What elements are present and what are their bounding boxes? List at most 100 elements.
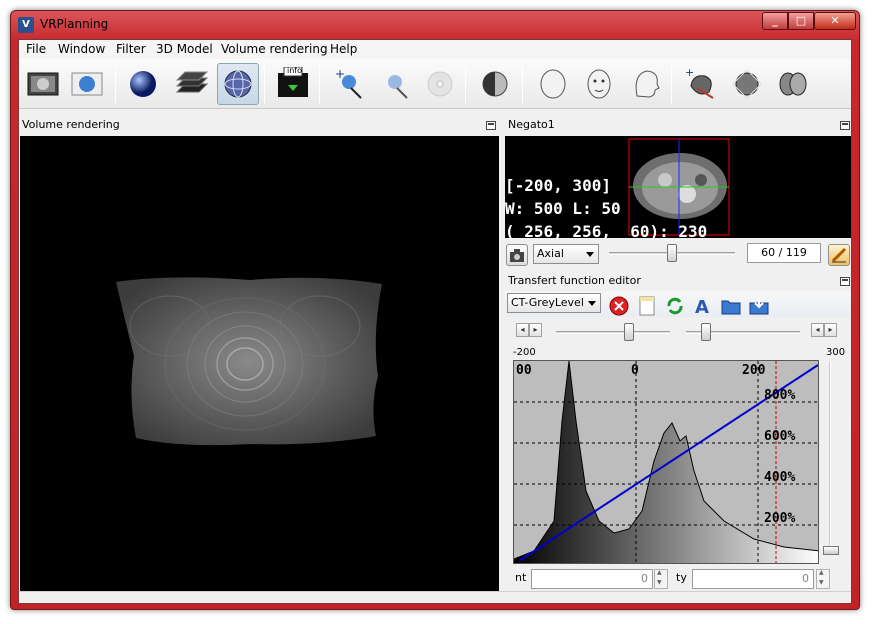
reinitialize-tf-icon[interactable]: [664, 295, 686, 317]
new-tf-icon[interactable]: [636, 295, 658, 317]
tf-preset-value: CT-GreyLevel: [511, 296, 584, 309]
toolbar: info +: [19, 59, 851, 109]
transform-button[interactable]: [726, 63, 768, 105]
menu-bar: File Window Filter 3D Model Volume rende…: [19, 40, 851, 59]
hist-percent-600: 600%: [764, 429, 796, 444]
chevron-down-icon: [588, 301, 596, 306]
import-tf-icon[interactable]: [720, 295, 742, 317]
client-area: File Window Filter 3D Model Volume rende…: [18, 39, 852, 604]
tf-panel-title: Transfert function editor: [505, 273, 851, 289]
hist-axis-label-zero: 0: [631, 363, 639, 378]
wireframe-sphere-icon: [224, 70, 252, 98]
opacity-value-spinner[interactable]: [816, 569, 830, 589]
toolbar-separator: [671, 65, 672, 103]
face-button[interactable]: [578, 63, 620, 105]
info-button[interactable]: info: [273, 63, 315, 105]
hist-axis-label-200: 200: [742, 363, 766, 378]
menu-help[interactable]: Help: [330, 42, 358, 56]
blue-sphere-icon: [130, 71, 156, 97]
svg-text:+: +: [335, 67, 345, 81]
menu-filter[interactable]: Filter: [116, 42, 146, 56]
export-tf-icon[interactable]: [748, 295, 770, 317]
application-window: V VRPlanning _ □ ✕ File Window Filter 3D…: [10, 10, 860, 610]
tf-max-slider-groove[interactable]: [686, 331, 800, 334]
slices-button[interactable]: [170, 63, 212, 105]
mesh-sphere-icon: [71, 72, 103, 96]
tf-scroll-left-button[interactable]: ◂: [516, 323, 529, 337]
organ-manager-button[interactable]: +: [680, 63, 722, 105]
opacity-value-field[interactable]: 0: [692, 569, 814, 589]
negato-panel-float-button[interactable]: [840, 121, 850, 130]
menu-volume-rendering[interactable]: Volume rendering: [221, 42, 328, 56]
tf-min-slider-handle[interactable]: [624, 323, 634, 341]
hist-percent-200: 200%: [764, 511, 796, 526]
menu-file[interactable]: File: [26, 42, 47, 56]
stacked-slices-icon: [175, 71, 209, 93]
tf-zoom-left-button[interactable]: ◂: [811, 323, 824, 337]
hist-axis-label-left: 00: [516, 363, 532, 378]
edit-slice-button[interactable]: [828, 244, 850, 266]
landmark-pin-icon: [388, 75, 408, 99]
close-button[interactable]: ✕: [814, 12, 856, 30]
add-landmark-button[interactable]: +: [328, 63, 370, 105]
opacity-label: ty: [676, 571, 687, 584]
rename-tf-icon[interactable]: A: [692, 295, 714, 317]
menu-window[interactable]: Window: [58, 42, 106, 56]
transform-icon: [732, 69, 762, 99]
orientation-value: Axial: [537, 247, 564, 260]
minimize-button[interactable]: _: [762, 12, 788, 30]
delete-tf-icon[interactable]: [608, 295, 630, 317]
ct-slice-image: [628, 138, 730, 236]
remove-landmark-button[interactable]: [374, 63, 416, 105]
toolbar-separator: [319, 65, 320, 103]
tf-scroll-right-button[interactable]: ▸: [529, 323, 542, 337]
tf-panel-float-button[interactable]: [840, 277, 850, 286]
opacity-slider-handle[interactable]: [823, 546, 839, 555]
tf-histogram-canvas[interactable]: 00 0 200 800% 600% 400% 200%: [513, 360, 819, 564]
volume-panel-title: Volume rendering: [19, 117, 499, 133]
clipping-button[interactable]: [474, 63, 516, 105]
snapshot-button[interactable]: [506, 244, 528, 266]
tf-min-label: -200: [513, 347, 536, 358]
negato-view[interactable]: [-200, 300] W: 500 L: 50 ( 256, 256, 60)…: [505, 136, 851, 238]
volume-render-view[interactable]: [20, 136, 499, 591]
maximize-button[interactable]: □: [788, 12, 814, 30]
point-value-field[interactable]: 0: [531, 569, 653, 589]
open-image-button[interactable]: [23, 63, 65, 105]
surface-render-button[interactable]: [122, 63, 164, 105]
menu-3d-model[interactable]: 3D Model: [156, 42, 213, 56]
face-icon: [587, 69, 611, 99]
tf-min-slider-groove[interactable]: [556, 331, 670, 334]
volume-render-button[interactable]: [217, 63, 259, 105]
head-outline-icon: [540, 69, 566, 99]
orientation-select[interactable]: Axial: [533, 244, 599, 264]
point-value-spinner[interactable]: [654, 569, 668, 589]
add-landmark-icon: +: [335, 67, 362, 99]
negato-panel-title: Negato1: [505, 117, 851, 133]
volume-panel-float-button[interactable]: [486, 121, 496, 130]
image-stack-icon: [27, 72, 59, 96]
info-label: info: [287, 66, 303, 75]
disc-button[interactable]: [419, 63, 461, 105]
tf-preset-select[interactable]: CT-GreyLevel: [507, 293, 601, 313]
histogram-plot: [514, 361, 818, 563]
volume-render-canvas: [116, 277, 382, 446]
hist-percent-400: 400%: [764, 470, 796, 485]
camera-icon: [510, 249, 524, 262]
open-mesh-button[interactable]: [67, 63, 109, 105]
tf-max-slider-handle[interactable]: [701, 323, 711, 341]
slice-index-field[interactable]: 60 / 119: [747, 243, 821, 263]
tf-zoom-right-button[interactable]: ▸: [824, 323, 837, 337]
slice-slider-handle[interactable]: [667, 244, 678, 262]
hist-percent-800: 800%: [764, 388, 796, 403]
head-outline-button[interactable]: [532, 63, 574, 105]
pencil-icon: [831, 247, 847, 263]
title-bar[interactable]: V VRPlanning _ □ ✕: [11, 11, 859, 39]
toolbar-separator: [465, 65, 466, 103]
info-monitor-icon: [278, 67, 308, 97]
svg-text:A: A: [695, 297, 709, 317]
opacity-slider-groove[interactable]: [829, 362, 831, 552]
split-view-button[interactable]: [772, 63, 814, 105]
point-label: nt: [515, 571, 527, 584]
head-profile-button[interactable]: [624, 63, 666, 105]
